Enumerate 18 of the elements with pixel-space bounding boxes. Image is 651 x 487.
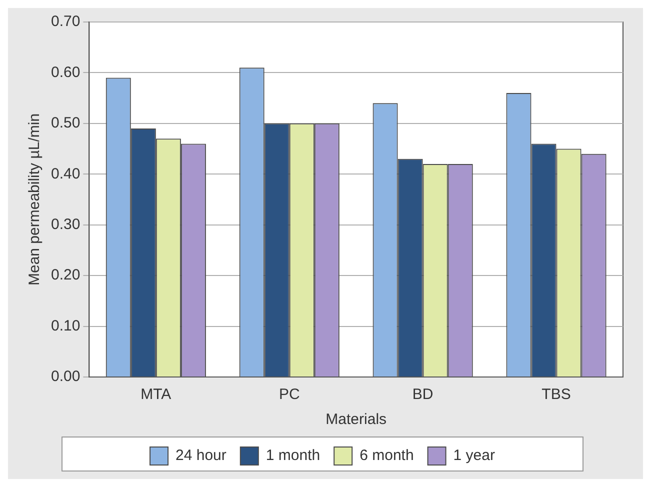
- y-tick-label: 0.00: [50, 368, 80, 386]
- y-tick-label: 0.20: [50, 266, 80, 284]
- y-tick-label: 0.10: [50, 317, 80, 334]
- x-tick-label: BD: [412, 386, 434, 404]
- y-tick-label: 0.40: [50, 165, 80, 182]
- legend-label: 1 year: [453, 447, 495, 464]
- y-tick-label: 0.50: [50, 114, 80, 132]
- x-tick-label: TBS: [542, 386, 571, 404]
- y-tick-label: 0.60: [50, 64, 80, 81]
- legend-label: 24 hour: [176, 447, 226, 464]
- x-tick-label: MTA: [140, 386, 172, 404]
- x-axis-title: Materials: [326, 411, 387, 428]
- y-axis-title: Mean permeability µL/min: [26, 113, 44, 286]
- legend-label: 6 month: [360, 447, 414, 464]
- y-tick-label: 0.30: [50, 216, 80, 233]
- legend-label: 1 month: [266, 447, 320, 464]
- y-tick-label: 0.70: [50, 13, 80, 30]
- x-tick-label: PC: [278, 386, 300, 404]
